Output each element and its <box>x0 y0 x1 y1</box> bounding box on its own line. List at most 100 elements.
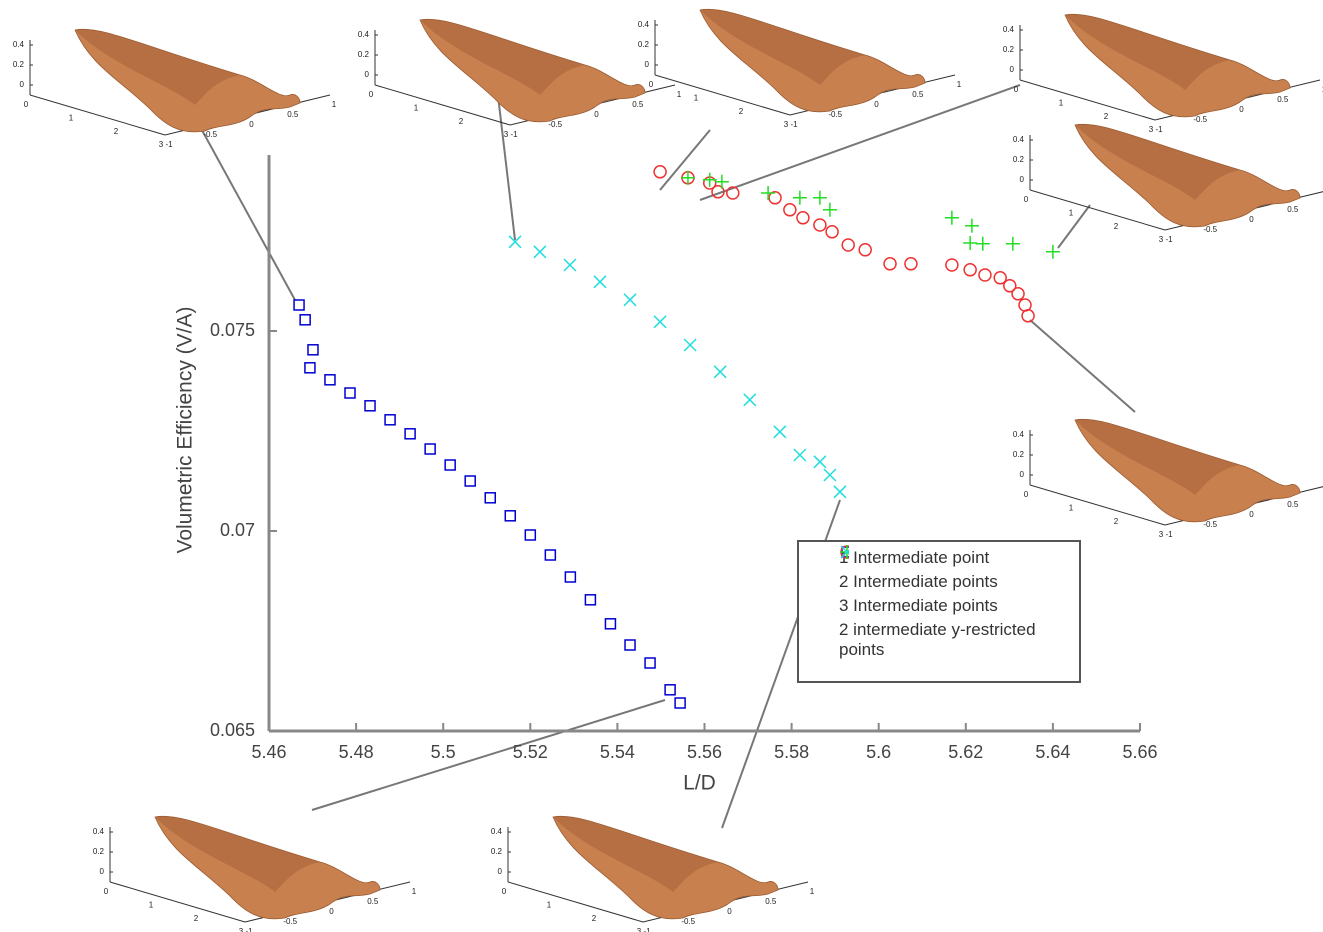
y-tick-label: 0.07 <box>220 520 255 540</box>
inset-tick-label: 0.2 <box>1013 450 1025 459</box>
point <box>300 315 310 325</box>
inset-tick-label: 1 <box>1069 208 1074 217</box>
point <box>976 237 990 251</box>
inset-tick-label: 1 <box>694 93 699 102</box>
legend-symbol <box>799 542 849 562</box>
inset-tick-label: 0 <box>369 90 374 99</box>
x-tick-label: 5.58 <box>774 742 809 762</box>
y-tick-label: 0.075 <box>210 320 255 340</box>
inset-tick-label: -0.5 <box>1203 520 1217 529</box>
point <box>814 456 826 468</box>
inset-tick-label: 0 <box>502 887 507 896</box>
x-tick-label: 5.66 <box>1122 742 1157 762</box>
point <box>565 572 575 582</box>
point <box>654 166 666 178</box>
point <box>964 264 976 276</box>
inset-tick-label: 0 <box>1010 65 1015 74</box>
point <box>1006 237 1020 251</box>
point <box>385 415 395 425</box>
inset-tick-label: -1 <box>165 140 173 149</box>
inset-tick-label: 0 <box>594 110 599 119</box>
inset-tick-label: 0 <box>104 887 109 896</box>
point <box>744 394 756 406</box>
inset-tick-label: 0 <box>1249 510 1254 519</box>
x-tick-label: 5.56 <box>687 742 722 762</box>
inset-tick-label: 0 <box>365 70 370 79</box>
point <box>784 204 796 216</box>
inset-tick-label: -1 <box>245 927 253 932</box>
inset: 00.20.40123-1-0.500.51 <box>1003 14 1323 134</box>
x-tick-label: 5.64 <box>1035 742 1070 762</box>
inset-tick-label: 0.4 <box>1013 430 1025 439</box>
point <box>605 619 615 629</box>
inset-tick-label: 3 <box>239 927 244 932</box>
point <box>965 219 979 233</box>
inset-tick-label: 0.2 <box>1003 45 1015 54</box>
point <box>465 476 475 486</box>
point <box>842 239 854 251</box>
chart: 5.465.485.55.525.545.565.585.65.625.645.… <box>0 0 1323 932</box>
point <box>823 203 837 217</box>
legend-label: 2 intermediate y-restricted points <box>799 620 1039 660</box>
inset-tick-label: 0.2 <box>638 40 650 49</box>
inset-tick-label: 2 <box>592 914 597 923</box>
point <box>654 316 666 328</box>
inset-tick-label: 2 <box>1114 517 1119 526</box>
point <box>585 595 595 605</box>
inset-tick-label: 0.4 <box>93 827 105 836</box>
inset-tick-label: 2 <box>114 127 119 136</box>
point <box>325 375 335 385</box>
inset-tick-label: 0.5 <box>765 897 777 906</box>
inset-tick-label: 1 <box>1059 98 1064 107</box>
inset-tick-label: 0 <box>1020 470 1025 479</box>
inset-tick-label: -1 <box>1155 125 1163 134</box>
point <box>761 186 775 200</box>
x-tick-label: 5.62 <box>948 742 983 762</box>
inset-tick-label: 0 <box>1024 490 1029 499</box>
inset-tick-label: 0 <box>1249 215 1254 224</box>
inset-tick-label: 0 <box>645 60 650 69</box>
inset-tick-label: 2 <box>194 914 199 923</box>
point <box>945 211 959 225</box>
inset-tick-label: 0.5 <box>632 100 644 109</box>
inset-tick-label: 2 <box>739 107 744 116</box>
inset-tick-label: 0 <box>20 80 25 89</box>
inset-tick-label: 0.4 <box>13 40 25 49</box>
inset-tick-label: -0.5 <box>1203 225 1217 234</box>
point <box>834 486 846 498</box>
inset-tick-label: 0 <box>1014 85 1019 94</box>
inset-tick-label: 1 <box>810 887 815 896</box>
point <box>624 294 636 306</box>
inset-tick-label: -1 <box>643 927 651 932</box>
inset-tick-label: -1 <box>1165 530 1173 539</box>
inset-tick-label: 3 <box>1149 125 1154 134</box>
inset-tick-label: 1 <box>414 103 419 112</box>
inset-tick-label: 0.5 <box>1287 205 1299 214</box>
y-tick-label: 0.065 <box>210 720 255 740</box>
point <box>545 550 555 560</box>
inset-tick-label: 2 <box>459 117 464 126</box>
legend-entry: 2 intermediate y-restricted points <box>799 620 1079 660</box>
inset-tick-label: 1 <box>149 900 154 909</box>
legend: 1 Intermediate point2 Intermediate point… <box>797 540 1081 683</box>
page: {"chart_data": {"type": "scatter", "xlab… <box>0 0 1323 932</box>
inset-tick-label: 0.2 <box>491 847 503 856</box>
point <box>794 449 806 461</box>
inset-tick-label: 1 <box>1069 503 1074 512</box>
inset-tick-label: 3 <box>784 120 789 129</box>
legend-label: 3 Intermediate points <box>799 596 1039 616</box>
connector <box>1030 320 1135 412</box>
connector <box>1058 205 1090 248</box>
legend-entry: 2 Intermediate points <box>799 572 1079 592</box>
x-tick-label: 5.52 <box>513 742 548 762</box>
point <box>813 191 827 205</box>
inset-tick-label: 0 <box>727 907 732 916</box>
point <box>681 171 695 185</box>
inset-tick-label: -0.5 <box>681 917 695 926</box>
point <box>946 259 958 271</box>
inset-tick-label: 0 <box>874 100 879 109</box>
inset-tick-label: -1 <box>510 130 518 139</box>
